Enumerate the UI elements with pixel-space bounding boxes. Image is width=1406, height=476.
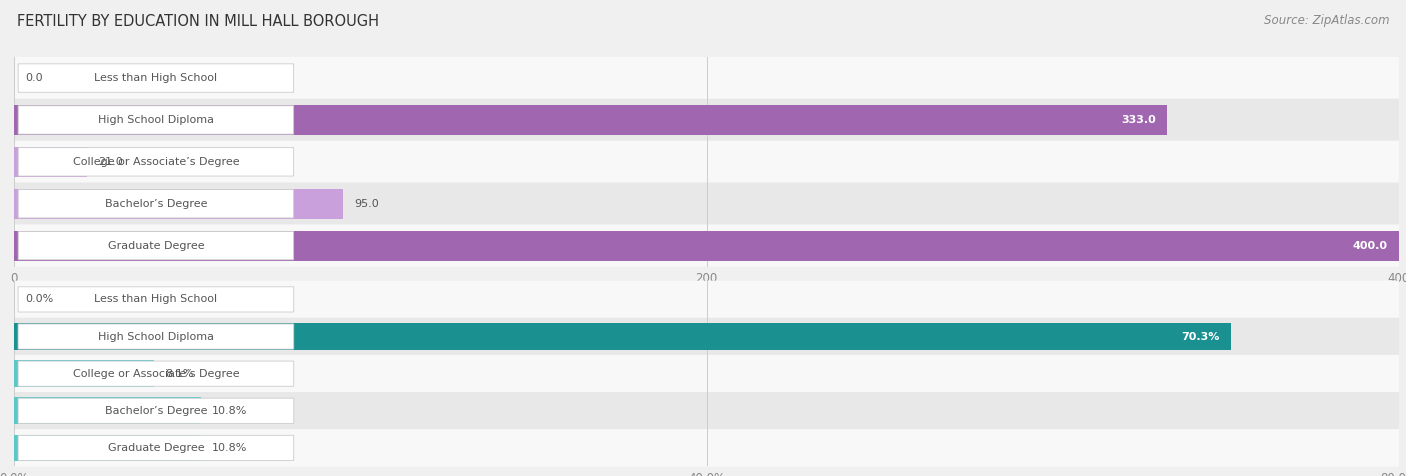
FancyBboxPatch shape: [18, 64, 294, 92]
FancyBboxPatch shape: [14, 225, 1399, 267]
FancyBboxPatch shape: [18, 106, 294, 134]
Bar: [14, 147, 87, 177]
Text: Less than High School: Less than High School: [94, 73, 218, 83]
Text: College or Associate’s Degree: College or Associate’s Degree: [73, 368, 239, 379]
Bar: [14, 397, 201, 424]
Text: 0.0%: 0.0%: [25, 294, 53, 305]
FancyBboxPatch shape: [14, 392, 1399, 429]
Text: College or Associate’s Degree: College or Associate’s Degree: [73, 157, 239, 167]
Bar: [14, 105, 1167, 135]
Text: 21.0: 21.0: [98, 157, 122, 167]
FancyBboxPatch shape: [14, 355, 1399, 392]
Text: 8.1%: 8.1%: [166, 368, 194, 379]
Text: 333.0: 333.0: [1121, 115, 1156, 125]
Text: Bachelor’s Degree: Bachelor’s Degree: [105, 198, 207, 209]
FancyBboxPatch shape: [14, 183, 1399, 225]
Bar: [14, 360, 155, 387]
Text: FERTILITY BY EDUCATION IN MILL HALL BOROUGH: FERTILITY BY EDUCATION IN MILL HALL BORO…: [17, 14, 378, 30]
Bar: [14, 188, 343, 219]
Bar: [14, 230, 1399, 261]
FancyBboxPatch shape: [18, 324, 294, 349]
FancyBboxPatch shape: [18, 361, 294, 386]
Text: Bachelor’s Degree: Bachelor’s Degree: [105, 406, 207, 416]
Text: High School Diploma: High School Diploma: [98, 331, 214, 342]
FancyBboxPatch shape: [18, 436, 294, 460]
FancyBboxPatch shape: [18, 148, 294, 176]
Text: 0.0: 0.0: [25, 73, 42, 83]
Bar: [14, 435, 201, 461]
Text: Graduate Degree: Graduate Degree: [108, 240, 204, 251]
FancyBboxPatch shape: [14, 318, 1399, 355]
FancyBboxPatch shape: [14, 141, 1399, 183]
Text: Less than High School: Less than High School: [94, 294, 218, 305]
Text: 10.8%: 10.8%: [212, 406, 247, 416]
Text: High School Diploma: High School Diploma: [98, 115, 214, 125]
Bar: [14, 323, 1232, 350]
FancyBboxPatch shape: [14, 429, 1399, 466]
Text: Source: ZipAtlas.com: Source: ZipAtlas.com: [1264, 14, 1389, 27]
FancyBboxPatch shape: [18, 231, 294, 260]
FancyBboxPatch shape: [18, 287, 294, 312]
Text: 95.0: 95.0: [354, 198, 378, 209]
FancyBboxPatch shape: [14, 57, 1399, 99]
Text: 70.3%: 70.3%: [1181, 331, 1220, 342]
Text: 400.0: 400.0: [1353, 240, 1388, 251]
FancyBboxPatch shape: [18, 398, 294, 423]
Text: Graduate Degree: Graduate Degree: [108, 443, 204, 453]
FancyBboxPatch shape: [14, 99, 1399, 141]
FancyBboxPatch shape: [14, 281, 1399, 318]
Text: 10.8%: 10.8%: [212, 443, 247, 453]
FancyBboxPatch shape: [18, 189, 294, 218]
